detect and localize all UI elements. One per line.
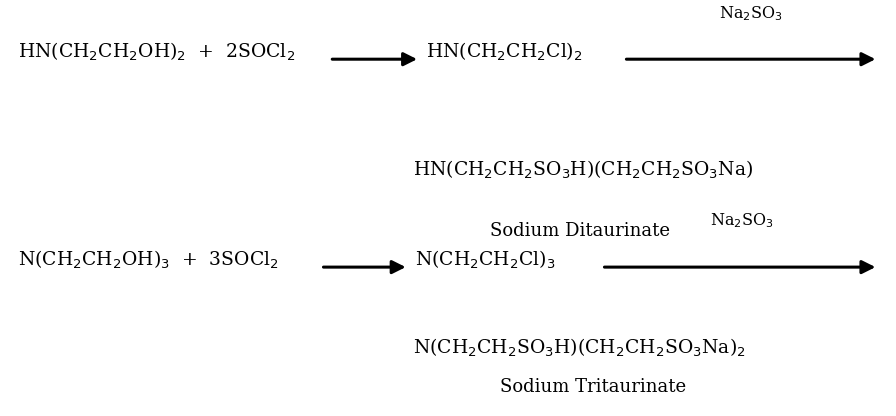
Text: HN(CH$_2$CH$_2$Cl)$_2$: HN(CH$_2$CH$_2$Cl)$_2$ — [426, 41, 582, 63]
Text: HN(CH$_2$CH$_2$SO$_3$H)(CH$_2$CH$_2$SO$_3$Na): HN(CH$_2$CH$_2$SO$_3$H)(CH$_2$CH$_2$SO$_… — [413, 159, 754, 181]
Text: HN(CH$_2$CH$_2$OH)$_2$  +  2SOCl$_2$: HN(CH$_2$CH$_2$OH)$_2$ + 2SOCl$_2$ — [18, 41, 295, 63]
Text: N(CH$_2$CH$_2$Cl)$_3$: N(CH$_2$CH$_2$Cl)$_3$ — [415, 249, 555, 271]
Text: Sodium Ditaurinate: Sodium Ditaurinate — [490, 222, 669, 240]
Text: N(CH$_2$CH$_2$SO$_3$H)(CH$_2$CH$_2$SO$_3$Na)$_2$: N(CH$_2$CH$_2$SO$_3$H)(CH$_2$CH$_2$SO$_3… — [413, 337, 745, 359]
Text: N(CH$_2$CH$_2$OH)$_3$  +  3SOCl$_2$: N(CH$_2$CH$_2$OH)$_3$ + 3SOCl$_2$ — [18, 249, 279, 271]
Text: Sodium Tritaurinate: Sodium Tritaurinate — [500, 378, 686, 396]
Text: Na$_2$SO$_3$: Na$_2$SO$_3$ — [711, 212, 774, 230]
Text: Na$_2$SO$_3$: Na$_2$SO$_3$ — [719, 4, 783, 22]
